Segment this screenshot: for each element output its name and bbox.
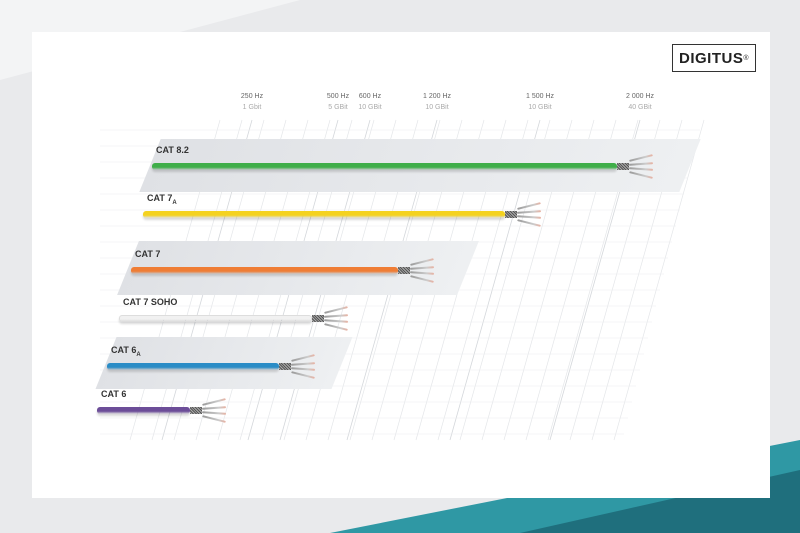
cable-label: CAT 7A bbox=[147, 193, 177, 206]
cable-jacket bbox=[119, 315, 312, 322]
frequency-rate: 10 GBit bbox=[358, 104, 382, 111]
frequency-label: 250 Hz 1 Gbit bbox=[217, 91, 287, 113]
cable-shield bbox=[398, 267, 410, 274]
frequency-hz: 250 Hz bbox=[240, 93, 264, 100]
cable-shield bbox=[617, 163, 629, 170]
cable-jacket bbox=[131, 267, 398, 274]
frequency-hz: 1 500 Hz bbox=[525, 93, 555, 100]
twisted-pairs bbox=[516, 202, 543, 227]
frequency-label: 1 500 Hz 10 GBit bbox=[505, 91, 575, 113]
twisted-pairs bbox=[323, 306, 350, 331]
twisted-pairs bbox=[409, 258, 436, 283]
frequency-hz: 2 000 Hz bbox=[625, 93, 655, 100]
frequency-label: 1 200 Hz 10 GBit bbox=[402, 91, 472, 113]
cable-jacket bbox=[143, 211, 505, 218]
frequency-label: 500 Hz 5 GBit bbox=[303, 91, 373, 113]
cable-shield bbox=[505, 211, 517, 218]
cable-jacket bbox=[97, 407, 190, 414]
twisted-pairs bbox=[201, 398, 228, 423]
frequency-hz: 600 Hz bbox=[358, 93, 382, 100]
frequency-rate: 10 GBit bbox=[528, 104, 552, 111]
cable-label: CAT 7 SOHO bbox=[123, 297, 178, 307]
digitus-logo: DIGITUS ® bbox=[672, 44, 756, 72]
frequency-label: 600 Hz 10 GBit bbox=[335, 91, 405, 113]
frequency-rate: 40 GBit bbox=[628, 104, 652, 111]
cable-label: CAT 6A bbox=[111, 345, 141, 358]
frequency-hz: 500 Hz bbox=[326, 93, 350, 100]
frequency-rate: 10 GBit bbox=[425, 104, 449, 111]
cable-shield bbox=[279, 363, 291, 370]
cable-shield bbox=[312, 315, 324, 322]
cable-jacket bbox=[107, 363, 279, 370]
frequency-hz: 1 200 Hz bbox=[422, 93, 452, 100]
cable-shield bbox=[190, 407, 202, 414]
frequency-rate: 5 GBit bbox=[328, 104, 348, 111]
cable-label: CAT 8.2 bbox=[156, 145, 189, 155]
twisted-pairs bbox=[290, 354, 317, 379]
cable-label: CAT 7 bbox=[135, 249, 161, 259]
frequency-rate: 1 Gbit bbox=[242, 104, 262, 111]
twisted-pairs bbox=[628, 154, 655, 179]
frequency-label: 2 000 Hz 40 GBit bbox=[605, 91, 675, 113]
cable-jacket bbox=[152, 163, 617, 170]
cable-label: CAT 6 bbox=[101, 389, 127, 399]
